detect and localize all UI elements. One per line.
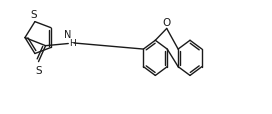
- Text: S: S: [30, 10, 37, 20]
- Text: O: O: [163, 18, 171, 28]
- Text: H: H: [69, 39, 76, 48]
- Text: S: S: [35, 65, 42, 75]
- Text: N: N: [64, 30, 72, 40]
